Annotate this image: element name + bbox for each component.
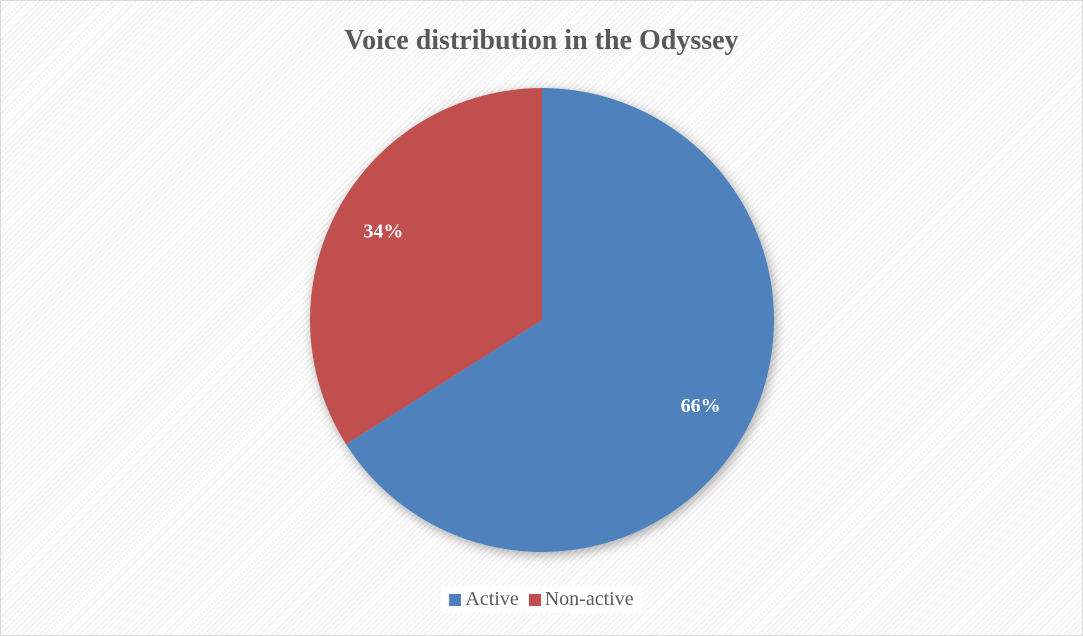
- legend-label-non-active: Non-active: [544, 588, 634, 610]
- legend-item-non-active: Non-active: [528, 588, 634, 611]
- legend-swatch-non-active: [528, 593, 541, 606]
- data-label-active: 66%: [681, 395, 721, 417]
- legend-swatch-active: [449, 593, 462, 606]
- chart-title: Voice distribution in the Odyssey: [344, 25, 739, 56]
- legend-label-active: Active: [465, 588, 519, 610]
- legend: Active Non-active: [1, 586, 1082, 613]
- legend-item-active: Active: [449, 588, 519, 611]
- data-label-non-active: 34%: [363, 220, 403, 242]
- pie-slice-active: [346, 88, 774, 552]
- pie-slice-non-active: [310, 88, 542, 445]
